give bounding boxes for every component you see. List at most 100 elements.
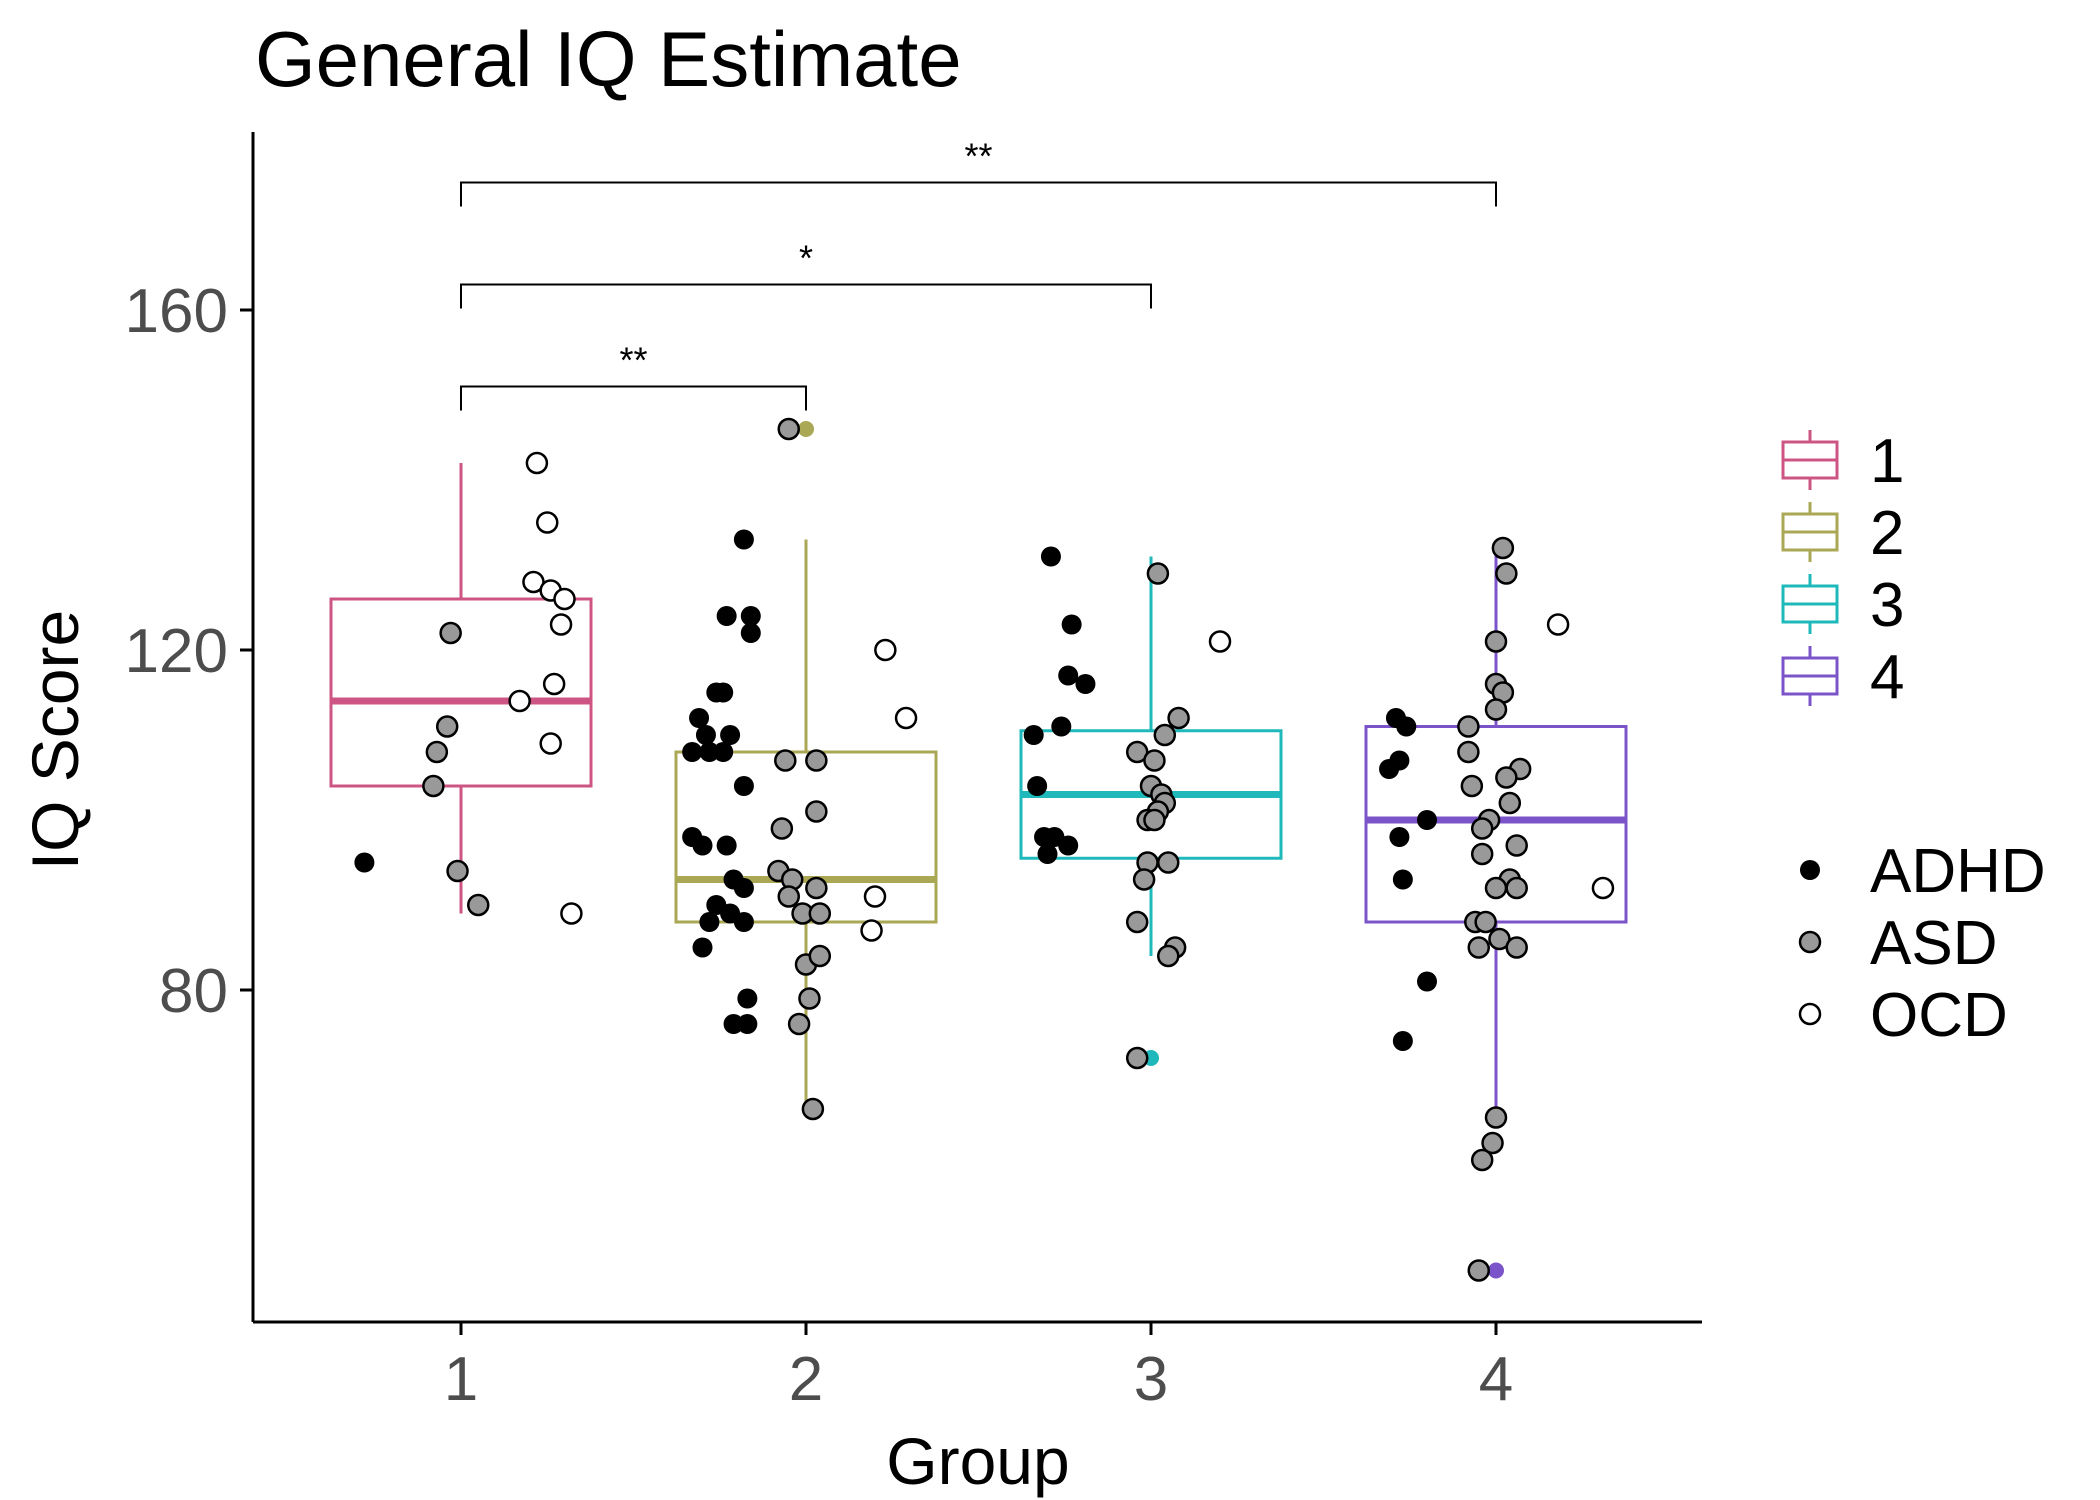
- point-adhd-73: [1037, 844, 1058, 864]
- point-adhd-31: [692, 835, 713, 856]
- point-adhd-69: [1027, 776, 1048, 796]
- point-ocd-131: [1591, 876, 1615, 900]
- point-ocd-11: [553, 587, 576, 611]
- point-asd-78: [1143, 749, 1166, 772]
- point-asd-128: [1470, 1148, 1494, 1172]
- point-adhd-27: [699, 742, 720, 762]
- point-asd-112: [1460, 774, 1484, 798]
- point-asd-125: [1505, 936, 1528, 959]
- bracket-line-3: [460, 181, 1497, 207]
- box-group-2: [674, 421, 938, 1109]
- point-adhd-32: [716, 835, 737, 856]
- point-adhd-37: [699, 912, 720, 932]
- point-adhd-72: [1058, 835, 1079, 856]
- point-ocd-61: [863, 885, 887, 908]
- point-adhd-19: [740, 606, 761, 626]
- point-adhd-28: [713, 742, 734, 762]
- point-asd-6: [467, 893, 490, 917]
- point-adhd-40: [737, 988, 758, 1009]
- legend-dx-label-adhd: ADHD: [1870, 837, 2046, 906]
- point-asd-113: [1498, 791, 1522, 815]
- point-asd-74: [1146, 562, 1170, 585]
- point-adhd-23: [689, 708, 710, 728]
- outlier-4-0: [1488, 1262, 1504, 1279]
- box-group-1: [329, 463, 593, 914]
- point-asd-87: [1132, 868, 1156, 891]
- significance-bracket-3: **: [460, 136, 1497, 207]
- point-asd-2: [435, 715, 459, 738]
- legend-group-label-4: 4: [1870, 643, 1904, 712]
- point-adhd-42: [737, 1014, 758, 1034]
- point-adhd-38: [733, 912, 754, 932]
- plot-area: *****: [329, 136, 1628, 1282]
- point-ocd-16: [560, 902, 583, 925]
- box-1: [329, 597, 593, 788]
- point-asd-1: [439, 621, 462, 645]
- point-asd-116: [1505, 834, 1528, 857]
- point-asd-86: [1157, 851, 1180, 874]
- point-ocd-59: [874, 638, 897, 662]
- point-adhd-39: [692, 937, 713, 958]
- bracket-line-1: [460, 385, 807, 411]
- legend-group-key-1: [1781, 430, 1839, 490]
- point-asd-107: [1484, 698, 1508, 721]
- point-asd-43: [777, 417, 800, 441]
- point-adhd-100: [1417, 971, 1437, 992]
- point-asd-126: [1484, 1106, 1508, 1129]
- point-adhd-18: [716, 606, 737, 626]
- point-asd-91: [1125, 1046, 1149, 1070]
- point-asd-53: [801, 1097, 825, 1121]
- point-asd-124: [1467, 936, 1490, 959]
- point-asd-4: [422, 774, 445, 798]
- point-asd-102: [1491, 536, 1515, 560]
- point-asd-108: [1457, 715, 1480, 738]
- y-tick-label-80: 80: [159, 957, 228, 1026]
- point-asd-54: [805, 749, 828, 772]
- point-asd-55: [805, 800, 828, 823]
- point-asd-117: [1470, 842, 1494, 866]
- point-asd-76: [1153, 723, 1177, 747]
- point-adhd-98: [1389, 827, 1410, 847]
- significance-label-2: *: [799, 238, 813, 279]
- box-group-4: [1364, 548, 1628, 1279]
- point-asd-84: [1143, 808, 1166, 832]
- point-asd-104: [1484, 630, 1508, 653]
- x-tick-label-4: 4: [1479, 1345, 1513, 1414]
- x-axis-title: Group: [886, 1424, 1069, 1498]
- point-adhd-65: [1058, 665, 1079, 686]
- point-asd-119: [1484, 876, 1508, 900]
- point-adhd-63: [1040, 546, 1061, 567]
- point-ocd-92: [1208, 630, 1232, 653]
- legend-group-key-3: [1781, 574, 1839, 634]
- legend-dx-label-ocd: OCD: [1870, 981, 2008, 1050]
- point-ocd-7: [525, 451, 549, 475]
- point-adhd-26: [682, 742, 703, 762]
- significance-label-3: **: [964, 136, 992, 177]
- point-asd-109: [1457, 740, 1480, 764]
- legend-group-label-2: 2: [1870, 499, 1904, 568]
- point-asd-3: [425, 740, 449, 764]
- point-asd-111: [1495, 766, 1518, 789]
- point-ocd-13: [542, 672, 566, 696]
- point-ocd-62: [860, 919, 883, 942]
- point-adhd-97: [1417, 810, 1437, 830]
- point-adhd-64: [1061, 614, 1082, 635]
- legend-dx-marker-ocd: [1798, 1002, 1822, 1026]
- point-asd-115: [1470, 817, 1494, 840]
- point-asd-75: [1167, 706, 1190, 730]
- legend-dx-marker-adhd: [1800, 860, 1820, 880]
- point-ocd-60: [894, 706, 918, 730]
- point-asd-51: [798, 987, 821, 1010]
- point-adhd-0: [354, 852, 375, 873]
- point-adhd-66: [1075, 674, 1096, 694]
- point-asd-5: [446, 859, 469, 883]
- legend-group-key-4: [1781, 646, 1839, 706]
- x-tick-label-1: 1: [444, 1345, 478, 1414]
- axes: 80 120 160 1 2 3 4: [125, 277, 1514, 1414]
- point-adhd-29: [733, 776, 754, 796]
- point-asd-129: [1467, 1259, 1490, 1282]
- y-axis-title: IQ Score: [18, 610, 92, 870]
- chart-title: General IQ Estimate: [255, 15, 962, 103]
- outlier-2-0: [798, 421, 814, 437]
- point-ocd-14: [508, 689, 531, 713]
